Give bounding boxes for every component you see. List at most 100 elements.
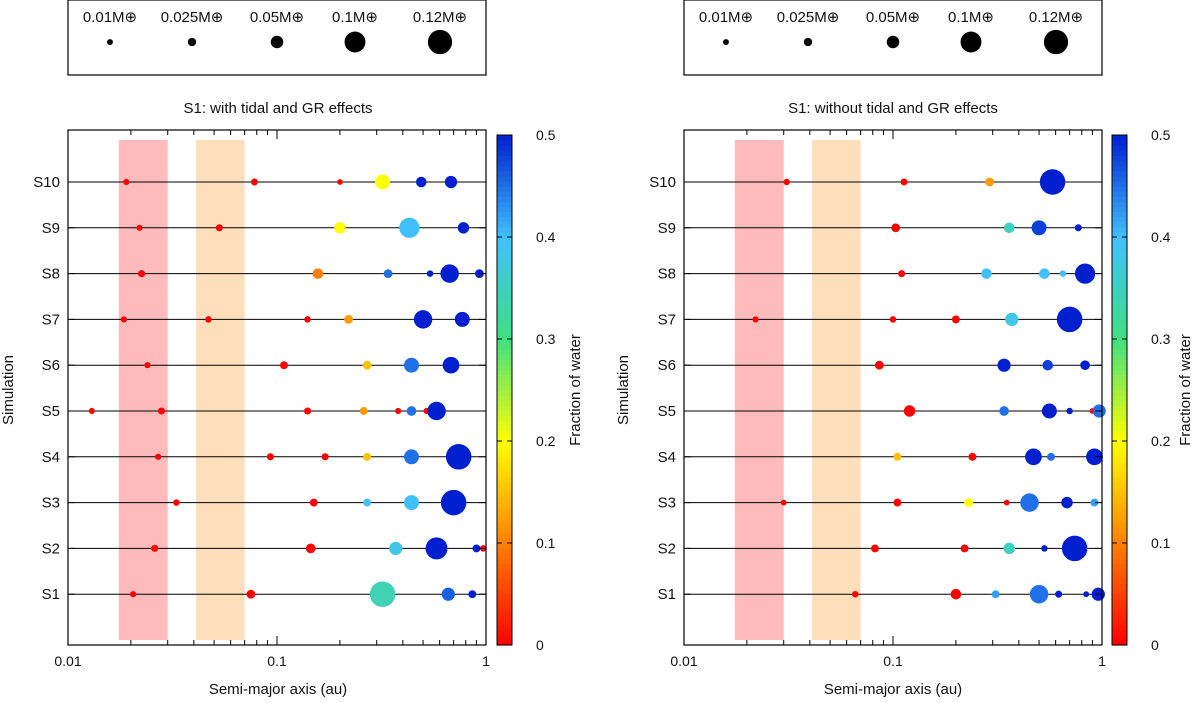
colorbar-gradient-slice xyxy=(1112,481,1127,488)
colorbar-gradient-slice xyxy=(1112,435,1127,442)
colorbar-gradient-slice xyxy=(1112,252,1127,258)
planet-marker xyxy=(951,315,960,324)
colorbar-gradient-slice xyxy=(497,476,512,483)
colorbar-tick-label: 0.2 xyxy=(1151,433,1171,449)
planet-marker xyxy=(1042,359,1054,371)
colorbar-gradient-slice xyxy=(1112,308,1127,315)
colorbar-gradient-slice xyxy=(497,583,512,590)
colorbar-gradient-slice xyxy=(497,318,512,325)
colorbar-gradient-slice xyxy=(497,242,512,248)
y-tick-label: S7 xyxy=(658,311,676,328)
colorbar-gradient-slice xyxy=(1112,588,1127,595)
colorbar-gradient-slice xyxy=(1112,145,1127,151)
colorbar-gradient-slice xyxy=(1112,512,1127,519)
x-tick-label: 0.1 xyxy=(267,653,287,669)
colorbar-gradient-slice xyxy=(497,537,512,544)
colorbar-gradient-slice xyxy=(497,145,512,151)
planet-marker xyxy=(985,177,995,187)
colorbar-tick-label: 0 xyxy=(1151,637,1159,653)
colorbar-gradient-slice xyxy=(497,272,512,279)
planet-marker xyxy=(1059,270,1067,277)
colorbar-gradient-slice xyxy=(1112,216,1127,223)
planet-marker xyxy=(427,401,446,421)
colorbar-gradient-slice xyxy=(497,175,512,182)
planet-marker xyxy=(1003,542,1015,555)
colorbar-gradient-slice xyxy=(497,599,512,605)
colorbar-gradient-slice xyxy=(1112,486,1127,493)
colorbar-tick-label: 0.3 xyxy=(1151,331,1171,347)
planet-marker xyxy=(246,589,256,599)
colorbar-gradient-slice xyxy=(497,512,512,519)
planet-marker xyxy=(783,178,790,186)
colorbar-gradient-slice xyxy=(497,282,512,289)
colorbar-gradient-slice xyxy=(1112,456,1127,462)
colorbar-gradient-slice xyxy=(497,211,512,218)
colorbar-gradient-slice xyxy=(497,313,512,320)
planet-marker xyxy=(334,222,346,234)
y-tick-label: S8 xyxy=(42,266,60,283)
colorbar-tick-label: 0.3 xyxy=(536,331,556,347)
x-axis-label: Semi-major axis (au) xyxy=(209,681,347,698)
planet-marker xyxy=(752,316,759,323)
colorbar-gradient-slice xyxy=(1112,537,1127,544)
planet-marker xyxy=(426,270,434,277)
colorbar-gradient-slice xyxy=(1112,379,1127,386)
mass-legend: 0.01M⊕ 0.025M⊕ 0.05M⊕ 0.1M⊕ 0.12M⊕ xyxy=(83,9,467,55)
colorbar-gradient-slice xyxy=(497,507,512,513)
colorbar-gradient-slice xyxy=(1112,150,1127,156)
colorbar-gradient-slice xyxy=(497,390,512,396)
colorbar-frame xyxy=(1111,134,1128,646)
planet-marker xyxy=(215,224,223,232)
x-tick-label: 1 xyxy=(1098,653,1106,669)
colorbar-gradient-slice xyxy=(497,344,512,350)
colorbar-gradient-slice xyxy=(1112,318,1127,325)
planet-marker xyxy=(457,222,470,234)
planet-marker xyxy=(404,495,419,511)
colorbar-gradient-slice xyxy=(1112,191,1127,197)
planet-marker xyxy=(205,316,212,323)
colorbar-gradient-slice xyxy=(1112,323,1127,330)
planet-marker xyxy=(468,590,477,599)
planet-marker xyxy=(1061,535,1088,562)
colorbar-gradient-slice xyxy=(1112,196,1127,202)
planet-marker xyxy=(981,268,992,279)
planet-marker xyxy=(893,498,902,507)
colorbar-gradient-slice xyxy=(497,573,512,580)
colorbar-gradient-slice xyxy=(1112,201,1127,207)
planet-marker xyxy=(991,590,1000,599)
legend-label: 0.01M⊕ xyxy=(83,9,137,26)
y-axis-label: Simulation xyxy=(0,355,17,425)
colorbar-gradient-slice xyxy=(1112,634,1127,641)
planet-marker xyxy=(1039,268,1050,279)
colorbar-gradient-slice xyxy=(497,532,512,539)
planet-marker xyxy=(999,406,1009,416)
colorbar-gradient-slice xyxy=(497,446,512,452)
y-tick-label: S10 xyxy=(33,174,60,191)
colorbar-gradient-slice xyxy=(497,170,512,177)
legend-label: 0.1M⊕ xyxy=(332,9,378,26)
colorbar-gradient-slice xyxy=(1112,573,1127,580)
legend-marker xyxy=(960,31,982,53)
colorbar-gradient-slice xyxy=(497,420,512,427)
colorbar-gradient-slice xyxy=(1112,466,1127,473)
planet-marker xyxy=(997,358,1011,372)
colorbar-gradient-slice xyxy=(1112,461,1127,468)
planet-marker xyxy=(1041,403,1057,419)
colorbar-gradient-slice xyxy=(497,400,512,406)
colorbar-gradient-slice xyxy=(1112,507,1127,513)
planet-marker xyxy=(337,179,343,185)
colorbar-gradient-slice xyxy=(497,257,512,264)
planet-marker xyxy=(425,537,448,560)
planet-marker xyxy=(413,310,433,329)
scatter-plot: S1 S2 S3 S4 S5 S6 S7 S8 S9 S10 0.01 0.1 1 xyxy=(649,129,1106,669)
colorbar-gradient-slice xyxy=(1112,476,1127,483)
planet-marker xyxy=(138,270,146,278)
mass-legend-box xyxy=(683,0,1103,76)
colorbar-gradient-slice xyxy=(497,262,512,269)
planet-marker xyxy=(309,498,318,507)
planet-marker xyxy=(404,449,419,465)
planet-marker xyxy=(472,544,481,553)
planet-marker xyxy=(1029,584,1049,604)
planet-marker xyxy=(1080,360,1090,371)
colorbar-gradient-slice xyxy=(497,226,512,233)
